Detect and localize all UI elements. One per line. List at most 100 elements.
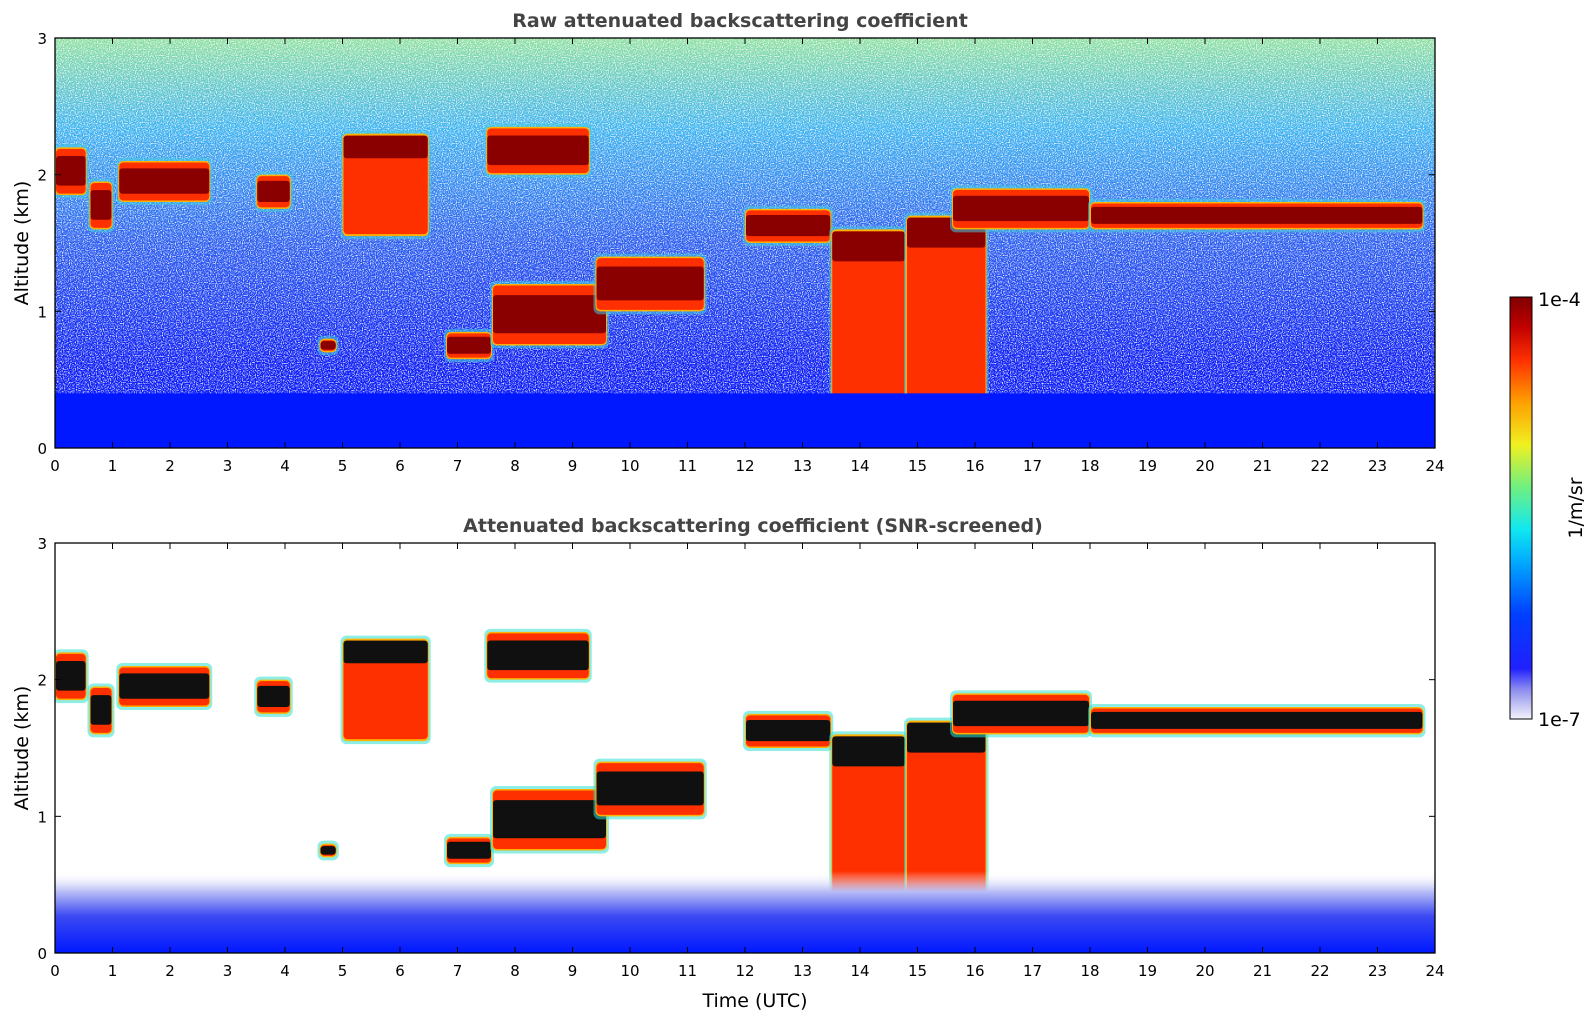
- cloud-layer: [340, 635, 431, 745]
- x-tick-label: 17: [1023, 457, 1042, 475]
- x-tick-label: 12: [735, 962, 754, 980]
- cloud-layer: [317, 335, 339, 356]
- x-tick-label: 14: [850, 457, 869, 475]
- cloud-layer: [254, 676, 293, 717]
- x-tick-label: 12: [735, 457, 754, 475]
- x-tick-label: 8: [510, 962, 520, 980]
- x-tick-label: 13: [793, 457, 812, 475]
- x-tick-label: 4: [280, 962, 290, 980]
- x-tick-label: 10: [620, 457, 639, 475]
- aerosol-layer: [55, 871, 1435, 953]
- cloud-layer: [116, 158, 213, 205]
- y-tick-label: 0: [37, 945, 47, 963]
- cloud-layer: [254, 171, 293, 212]
- x-tick-label: 2: [165, 457, 175, 475]
- x-tick-label: 0: [50, 457, 60, 475]
- colorbar-min-label: 1e-7: [1538, 709, 1581, 731]
- cloud-layer: [490, 281, 609, 349]
- y-tick-label: 0: [37, 440, 47, 458]
- x-tick-label: 24: [1425, 962, 1444, 980]
- x-tick-label: 4: [280, 457, 290, 475]
- aerosol-layer: [55, 393, 1435, 448]
- x-tick-label: 20: [1195, 962, 1214, 980]
- x-tick-label: 2: [165, 962, 175, 980]
- x-tick-label: 22: [1310, 962, 1329, 980]
- x-tick-label: 15: [908, 962, 927, 980]
- raw-y-axis-label: Altitude (km): [11, 181, 33, 306]
- x-tick-label: 11: [678, 962, 697, 980]
- x-tick-label: 5: [338, 457, 348, 475]
- x-tick-label: 21: [1253, 457, 1272, 475]
- screened-y-axis-label: Altitude (km): [11, 686, 33, 811]
- cloud-layer: [743, 710, 834, 751]
- x-tick-label: 17: [1023, 962, 1042, 980]
- cloud-layer: [340, 130, 431, 240]
- cloud-layer: [743, 205, 834, 246]
- colorbar-max-label: 1e-4: [1538, 289, 1581, 311]
- y-tick-label: 2: [37, 672, 47, 690]
- cloud-layer: [950, 690, 1092, 738]
- cloud-layer: [904, 212, 989, 448]
- x-tick-label: 6: [395, 457, 405, 475]
- x-tick-label: 13: [793, 962, 812, 980]
- cloud-layer: [1088, 199, 1426, 233]
- cloud-layer: [593, 758, 707, 820]
- x-tick-label: 20: [1195, 457, 1214, 475]
- x-tick-label: 16: [965, 962, 984, 980]
- cloud-layer: [950, 185, 1092, 233]
- x-tick-label: 11: [678, 457, 697, 475]
- cloud-layer: [444, 833, 494, 868]
- y-tick-label: 3: [37, 535, 47, 553]
- cloud-layer: [444, 328, 494, 363]
- x-axis-label: Time (UTC): [701, 990, 807, 1012]
- cloud-layer: [317, 840, 339, 861]
- y-tick-label: 2: [37, 167, 47, 185]
- x-tick-label: 8: [510, 457, 520, 475]
- cloud-layer: [55, 649, 89, 704]
- x-tick-label: 16: [965, 457, 984, 475]
- screened-y-ticks: 0 1 2 3: [37, 535, 1435, 963]
- cloud-layer: [87, 178, 115, 233]
- screened-backscatter-panel: Attenuated backscattering coefficient (S…: [11, 515, 1445, 1012]
- raw-y-ticks: 0 1 2 3: [37, 30, 1435, 458]
- x-tick-label: 10: [620, 962, 639, 980]
- cloud-layer: [87, 683, 115, 738]
- cloud-layer: [116, 663, 213, 710]
- colorbar-gradient: [1509, 296, 1533, 720]
- screened-panel-title: Attenuated backscattering coefficient (S…: [463, 515, 1043, 537]
- raw-heatmap-area: [55, 38, 1435, 448]
- x-tick-label: 19: [1138, 962, 1157, 980]
- cloud-layer: [484, 628, 592, 683]
- x-tick-label: 23: [1368, 962, 1387, 980]
- x-tick-label: 24: [1425, 457, 1444, 475]
- cloud-layer: [593, 253, 707, 315]
- raw-backscatter-panel: Raw attenuated backscattering coefficien…: [11, 10, 1445, 475]
- x-tick-label: 7: [453, 962, 463, 980]
- raw-x-ticks: 0 1 2 3 4 5 6 7 8 9 10 11 12 13 14 15 16 17 18 19 20 21 22 23 24: [50, 38, 1445, 475]
- cloud-layer: [55, 144, 89, 199]
- x-tick-label: 3: [223, 457, 233, 475]
- x-tick-label: 21: [1253, 962, 1272, 980]
- x-tick-label: 23: [1368, 457, 1387, 475]
- x-tick-label: 15: [908, 457, 927, 475]
- x-tick-label: 18: [1080, 962, 1099, 980]
- cloud-layer: [1088, 704, 1426, 738]
- y-tick-label: 3: [37, 30, 47, 48]
- x-tick-label: 7: [453, 457, 463, 475]
- x-tick-label: 6: [395, 962, 405, 980]
- cloud-layer: [484, 123, 592, 178]
- x-tick-label: 18: [1080, 457, 1099, 475]
- y-tick-label: 1: [37, 808, 47, 826]
- x-tick-label: 1: [108, 457, 118, 475]
- colorbar: 1e-4 1e-7 1/m/sr: [1509, 289, 1587, 731]
- x-tick-label: 0: [50, 962, 60, 980]
- cloud-layer: [490, 786, 609, 854]
- x-tick-label: 1: [108, 962, 118, 980]
- x-tick-label: 9: [568, 962, 578, 980]
- y-tick-label: 1: [37, 303, 47, 321]
- x-tick-label: 5: [338, 962, 348, 980]
- x-tick-label: 14: [850, 962, 869, 980]
- raw-panel-title: Raw attenuated backscattering coefficien…: [512, 10, 968, 32]
- screened-x-ticks: 0 1 2 3 4 5 6 7 8 9 10 11 12 13 14 15 16 17 18 19 20 21 22 23 24: [50, 543, 1445, 980]
